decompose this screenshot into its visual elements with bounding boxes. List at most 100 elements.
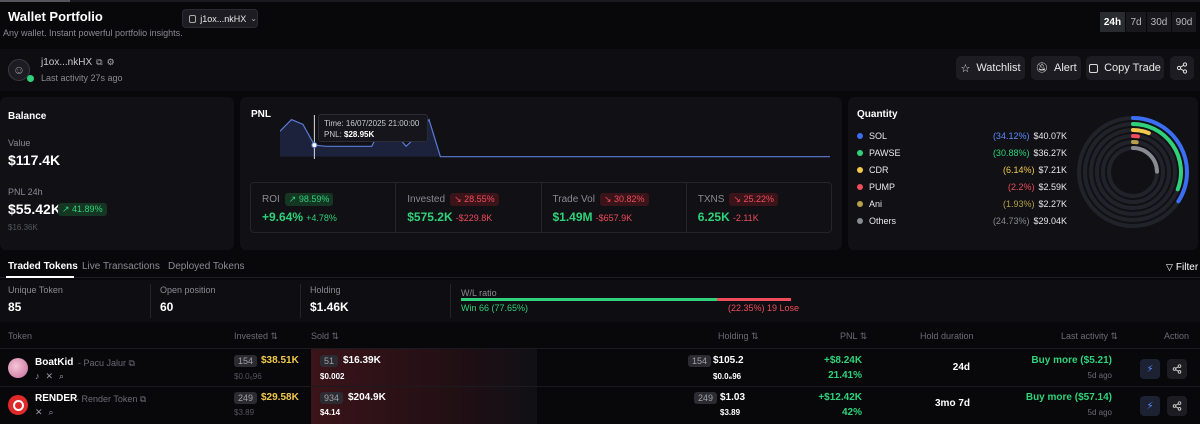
x-icon[interactable]: ✕ <box>35 407 43 417</box>
wallet-bar: ☺ j1ox...nkHX ⧉ ⚙ Last activity 27s ago … <box>0 49 1200 91</box>
token-symbol[interactable]: BoatKid <box>35 357 74 368</box>
radial-arc-others[interactable] <box>1131 146 1159 174</box>
copy-icon[interactable]: ⧉ <box>96 57 103 67</box>
radial-arc-sol[interactable] <box>1131 116 1189 204</box>
invested-sub: $3.89 <box>234 408 255 417</box>
last-activity-action[interactable]: Buy more ($5.21) <box>1031 355 1112 366</box>
token-name: - Render Token ⧉ <box>76 394 147 404</box>
pnl-value: +$8.24K <box>824 355 863 366</box>
watchlist-button[interactable]: ☆ Watchlist <box>956 56 1025 80</box>
pnl-pct: 42% <box>841 407 862 418</box>
filter-button[interactable]: ▽ Filter <box>1166 262 1198 273</box>
invested-sub: $0.0₆96 <box>234 372 262 381</box>
filter-label: Filter <box>1175 262 1199 273</box>
pnl-line <box>280 118 830 158</box>
quick-buy-button[interactable]: ⚡︎ <box>1140 359 1160 379</box>
pnl-pct: 21.41% <box>828 370 862 381</box>
stat-trade-vol: Trade Vol ↘ 30.82% $1.49M -$657.9K <box>542 183 687 232</box>
pnl-24h-change: ↗ 41.89% <box>58 203 107 216</box>
holding-value: $1.03 <box>720 392 746 403</box>
timeframe-7d[interactable]: 7d <box>1126 12 1146 32</box>
pnl-24h-label: PNL 24h <box>8 187 43 197</box>
token-symbol[interactable]: RENDER <box>35 393 78 404</box>
legend-value: $2.59K <box>1038 182 1067 192</box>
th-last-activity[interactable]: Last activity ⇅ <box>1061 331 1119 341</box>
pnl-chart <box>280 115 830 159</box>
copy-trade-button[interactable]: Copy Trade <box>1086 56 1164 80</box>
quantity-radial-chart <box>1077 116 1189 228</box>
balance-title: Balance <box>8 111 47 122</box>
legend-item-pump: PUMP (2.2%) $2.59K <box>857 180 1067 194</box>
pnl-panel: PNL Time: 16/07/2025 21:00:00 PNL: $28.9… <box>240 97 842 250</box>
search-icon[interactable]: ⌕ <box>48 407 54 417</box>
stat-txns: TXNS ↘ 25.22% 6.25K -2.11K <box>687 183 831 232</box>
tab-deployed-tokens[interactable]: Deployed Tokens <box>168 261 245 272</box>
share-icon <box>1172 364 1182 374</box>
legend-value: $36.27K <box>1033 148 1067 158</box>
table-row[interactable]: RENDER - Render Token ⧉ ✕ ⌕ 249 $29.58K … <box>0 386 1200 424</box>
x-icon[interactable]: ✕ <box>45 371 54 381</box>
legend-pct: (30.88%) <box>992 148 1030 158</box>
tooltip-time: Time: 16/07/2025 21:00:00 <box>324 119 420 128</box>
divider <box>300 284 301 318</box>
holding-count: 154 <box>688 355 712 367</box>
table-row[interactable]: BoatKid - Pacu Jalur ⧉ ♪ ✕ ⌕ 154 $38.51K… <box>0 348 1200 386</box>
avatar: ☺ <box>8 59 30 81</box>
top-accent-highlight <box>0 0 70 2</box>
th-pnl[interactable]: PNL ⇅ <box>840 331 868 341</box>
legend-name: CDR <box>869 165 889 175</box>
pnl-hover-point[interactable] <box>311 142 318 149</box>
legend-pct: (1.93%) <box>1002 199 1035 209</box>
last-activity-time: 5d ago <box>1087 371 1112 380</box>
legend-name: Ani <box>869 199 883 209</box>
wallet-select[interactable]: j1ox...nkHX ⌄ <box>182 9 258 28</box>
open-position-label: Open position <box>160 285 216 295</box>
radial-arc-cdr[interactable] <box>1131 128 1151 136</box>
timeframe-90d[interactable]: 90d <box>1172 12 1196 32</box>
share-row-button[interactable] <box>1167 359 1187 379</box>
pnl-title: PNL <box>251 109 271 120</box>
timeframe-24h[interactable]: 24h <box>1100 12 1125 32</box>
last-activity-action[interactable]: Buy more ($57.14) <box>1025 392 1112 403</box>
legend-item-ani: Ani (1.93%) $2.27K <box>857 197 1067 211</box>
legend-dot <box>857 150 863 156</box>
legend-dot <box>857 218 863 224</box>
invested-count: 249 <box>234 392 258 404</box>
holding-sub: $3.89 <box>720 408 741 417</box>
quick-buy-button[interactable]: ⚡︎ <box>1140 396 1160 416</box>
legend-name: PUMP <box>869 182 896 192</box>
tooltip-pnl: PNL: $28.95K <box>324 130 375 139</box>
bell-off-icon: 🔕︎ <box>1035 62 1049 74</box>
tab-live-transactions[interactable]: Live Transactions <box>82 261 160 272</box>
pnl-stats: ROI ↗ 98.59% +9.64% +4.78% Invested ↘ 28.5… <box>250 182 832 233</box>
wallet-icon <box>189 14 197 23</box>
th-sold[interactable]: Sold ⇅ <box>311 331 340 341</box>
radial-arc-pawse[interactable] <box>1131 122 1183 192</box>
holding-sub: $0.0₆96 <box>713 372 742 381</box>
invested-value: $38.51K <box>261 355 299 366</box>
th-holding[interactable]: Holding ⇅ <box>718 331 759 341</box>
legend-name: PAWSE <box>869 148 901 158</box>
stat-invested: Invested ↘ 28.55% $575.2K -$229.8K <box>396 183 542 232</box>
tiktok-icon[interactable]: ♪ <box>35 371 40 381</box>
settings-icon[interactable]: ⚙ <box>106 57 115 67</box>
share-button[interactable] <box>1170 56 1194 80</box>
search-icon[interactable]: ⌕ <box>59 371 65 381</box>
legend-name: Others <box>869 216 897 226</box>
wl-ratio-label: W/L ratio <box>461 288 497 298</box>
hold-duration: 3mo 7d <box>934 398 970 409</box>
tab-traded-tokens[interactable]: Traded Tokens <box>8 261 78 272</box>
summary-row: Unique Token 85 Open position 60 Holding… <box>0 280 1200 322</box>
open-position-value: 60 <box>160 300 174 314</box>
th-invested[interactable]: Invested ⇅ <box>234 331 279 341</box>
pnl-area <box>280 119 830 157</box>
sold-value: $16.39K <box>343 355 381 366</box>
pnl-value: +$12.42K <box>818 392 862 403</box>
share-row-button[interactable] <box>1167 396 1187 416</box>
timeframe-30d[interactable]: 30d <box>1147 12 1171 32</box>
holding-value: $1.46K <box>310 300 349 314</box>
copy-trade-label: Copy Trade <box>1104 62 1161 74</box>
th-hold-duration: Hold duration <box>920 331 974 341</box>
alert-button[interactable]: 🔕︎ Alert <box>1031 56 1081 80</box>
tab-active-underline <box>6 276 74 278</box>
